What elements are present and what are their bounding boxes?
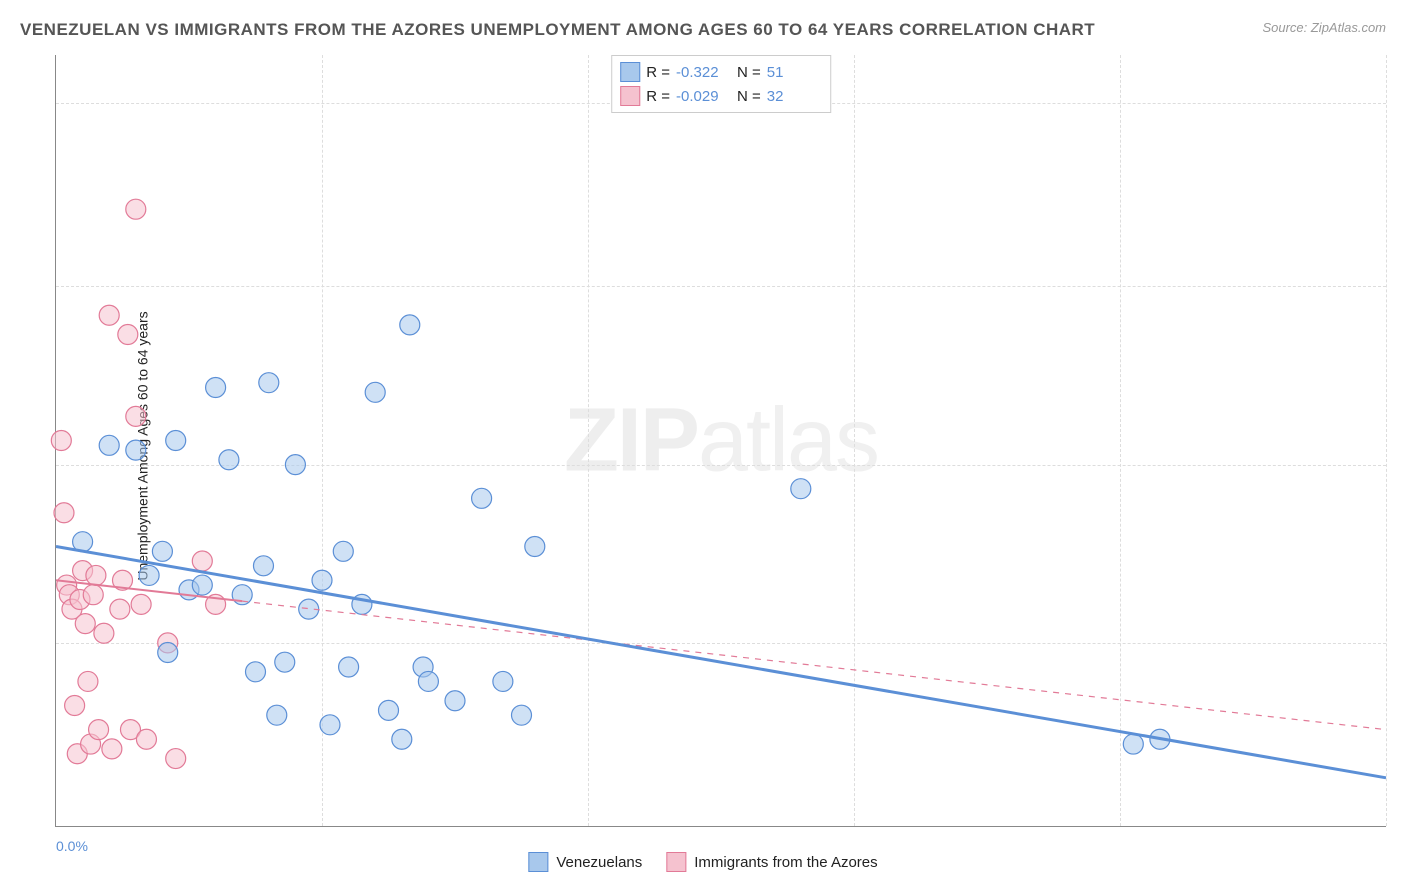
- legend-item-2: Immigrants from the Azores: [666, 852, 877, 872]
- x-axis-min-label: 0.0%: [56, 838, 88, 854]
- chart-title: VENEZUELAN VS IMMIGRANTS FROM THE AZORES…: [20, 20, 1095, 40]
- stats-row-series-1: R = -0.322 N = 51: [620, 60, 822, 84]
- legend-item-1: Venezuelans: [528, 852, 642, 872]
- r-value-1: -0.322: [676, 64, 731, 81]
- r-label-2: R =: [646, 88, 670, 105]
- legend-swatch-1: [528, 852, 548, 872]
- x-axis-max-label: 50.0%: [1391, 838, 1406, 854]
- n-label-2: N =: [737, 88, 761, 105]
- scatter-svg: [56, 55, 1386, 826]
- source-attribution: Source: ZipAtlas.com: [1262, 20, 1386, 35]
- y-axis-tick-label: 3.8%: [1391, 635, 1406, 651]
- y-axis-tick-label: 11.2%: [1391, 278, 1406, 294]
- n-value-2: 32: [767, 88, 822, 105]
- legend-swatch-2: [666, 852, 686, 872]
- r-label-1: R =: [646, 64, 670, 81]
- legend-label-1: Venezuelans: [556, 854, 642, 871]
- chart-plot-area: ZIPatlas R = -0.322 N = 51 R = -0.029 N …: [55, 55, 1386, 827]
- n-label-1: N =: [737, 64, 761, 81]
- n-value-1: 51: [767, 64, 822, 81]
- y-axis-tick-label: 7.5%: [1391, 457, 1406, 473]
- swatch-series-1: [620, 62, 640, 82]
- swatch-series-2: [620, 86, 640, 106]
- stats-row-series-2: R = -0.029 N = 32: [620, 84, 822, 108]
- stats-legend-box: R = -0.322 N = 51 R = -0.029 N = 32: [611, 55, 831, 113]
- r-value-2: -0.029: [676, 88, 731, 105]
- y-axis-tick-label: 15.0%: [1391, 95, 1406, 111]
- series-legend: Venezuelans Immigrants from the Azores: [528, 852, 877, 872]
- legend-label-2: Immigrants from the Azores: [694, 854, 877, 871]
